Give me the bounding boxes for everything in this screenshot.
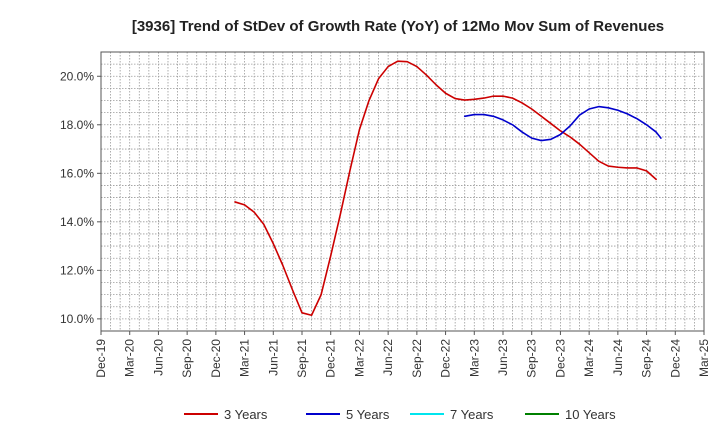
y-tick-label: 12.0%	[60, 263, 94, 277]
x-tick-label: Sep-23	[525, 339, 539, 378]
y-tick-label: 10.0%	[60, 312, 94, 326]
x-tick-label: Dec-24	[668, 339, 682, 378]
x-tick-label: Dec-22	[439, 339, 453, 378]
x-tick-label: Dec-21	[324, 339, 338, 378]
series-line-3-years	[234, 60, 657, 317]
x-tick-label: Mar-20	[123, 339, 137, 377]
x-tick-label: Dec-23	[553, 339, 567, 378]
y-tick-label: 18.0%	[60, 118, 94, 132]
legend-item-5-years: 5 Years	[306, 407, 390, 422]
x-axis: Dec-19 Mar-20 Jun-20 Sep-20 Dec-20 Mar-21 Jun-…	[94, 331, 711, 378]
y-tick-label: 16.0%	[60, 166, 94, 180]
series-lines	[234, 60, 662, 317]
x-tick-label: Sep-24	[640, 339, 654, 378]
legend-label: 10 Years	[565, 407, 616, 422]
x-tick-label: Jun-24	[611, 339, 625, 376]
legend-item-10-years: 10 Years	[525, 407, 616, 422]
series-line-5-years	[463, 105, 662, 142]
legend-item-3-years: 3 Years	[184, 407, 268, 422]
y-axis: 10.0% 12.0% 14.0% 16.0% 18.0% 20.0%	[60, 69, 101, 326]
legend-label: 7 Years	[450, 407, 494, 422]
legend: 3 Years 5 Years 7 Years 10 Years	[184, 407, 616, 422]
chart-title: [3936] Trend of StDev of Growth Rate (Yo…	[132, 18, 664, 35]
x-tick-label: Jun-23	[496, 339, 510, 376]
x-tick-label: Mar-23	[467, 339, 481, 377]
plot-border	[100, 51, 705, 332]
x-tick-label: Dec-20	[209, 339, 223, 378]
x-tick-label: Dec-19	[94, 339, 108, 378]
y-tick-label: 14.0%	[60, 215, 94, 229]
x-tick-label: Jun-22	[381, 339, 395, 376]
x-tick-label: Mar-24	[582, 339, 596, 377]
plot-area	[101, 52, 704, 331]
x-tick-label: Mar-21	[238, 339, 252, 377]
x-tick-label: Sep-22	[410, 339, 424, 378]
legend-label: 5 Years	[346, 407, 390, 422]
legend-label: 3 Years	[224, 407, 268, 422]
x-tick-label: Jun-20	[151, 339, 165, 376]
y-tick-label: 20.0%	[60, 69, 94, 83]
legend-item-7-years: 7 Years	[410, 407, 494, 422]
x-tick-label: Mar-25	[697, 339, 711, 377]
gridlines	[101, 51, 704, 331]
x-tick-label: Sep-20	[180, 339, 194, 378]
x-tick-label: Mar-22	[352, 339, 366, 377]
x-tick-label: Sep-21	[295, 339, 309, 378]
x-tick-label: Jun-21	[266, 339, 280, 376]
